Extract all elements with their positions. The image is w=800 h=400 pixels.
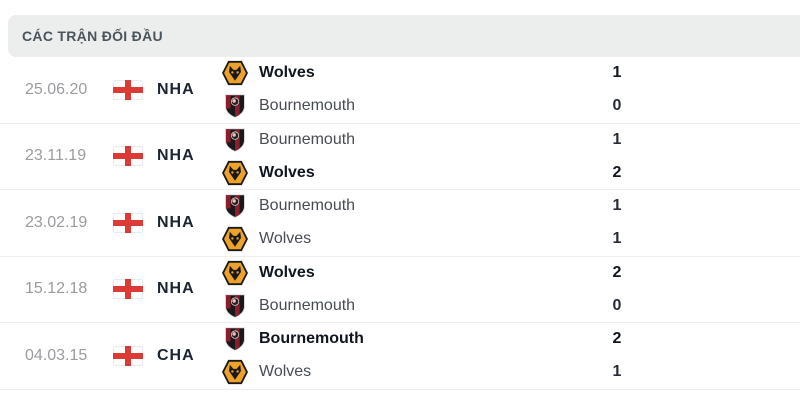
team-row: Wolves <box>222 257 355 290</box>
section-title: CÁC TRẬN ĐỐI ĐẦU <box>22 28 163 44</box>
league-code: NHA <box>157 280 195 298</box>
bournemouth-logo-icon <box>222 193 248 219</box>
league-code: NHA <box>157 147 195 165</box>
match-row[interactable]: 23.11.19 NHA Bournemouth Wolves 1 2 <box>0 124 800 190</box>
team-name: Wolves <box>259 163 315 181</box>
scores-column: 2 0 <box>594 257 640 323</box>
team-name: Wolves <box>259 230 312 248</box>
match-row[interactable]: 25.06.20 NHA Wolves Bournemouth 1 0 <box>0 57 800 124</box>
team-row: Wolves <box>222 356 364 389</box>
teams-column: Wolves Bournemouth <box>222 257 355 323</box>
wolves-logo-icon <box>222 359 248 385</box>
team-name: Wolves <box>259 263 315 281</box>
england-flag-icon <box>113 79 143 100</box>
team-score: 2 <box>612 163 622 181</box>
team-score: 1 <box>612 230 622 248</box>
team-score: 1 <box>612 363 622 381</box>
team-name: Bournemouth <box>259 130 356 148</box>
team-row: Bournemouth <box>222 190 355 223</box>
bournemouth-logo-icon <box>222 127 248 153</box>
match-row[interactable]: 23.02.19 NHA Bournemouth Wolves 1 1 <box>0 190 800 257</box>
scores-column: 1 2 <box>594 124 640 190</box>
team-row: Wolves <box>222 57 355 90</box>
team-score: 2 <box>612 263 622 281</box>
match-date: 23.02.19 <box>25 213 88 231</box>
team-name: Wolves <box>259 363 312 381</box>
wolves-logo-icon <box>222 160 248 186</box>
bournemouth-logo-icon <box>222 93 248 119</box>
league-code: CHA <box>157 346 195 364</box>
matches-list: 25.06.20 NHA Wolves Bournemouth 1 0 23.1 <box>0 57 800 390</box>
team-name: Bournemouth <box>259 330 364 348</box>
match-row[interactable]: 04.03.15 CHA Bournemouth Wolves 2 1 <box>0 323 800 390</box>
team-score: 1 <box>612 197 622 215</box>
section-header: CÁC TRẬN ĐỐI ĐẦU <box>8 15 800 57</box>
match-date: 04.03.15 <box>25 346 88 364</box>
team-row: Wolves <box>222 223 355 256</box>
league-code: NHA <box>157 213 195 231</box>
team-row: Bournemouth <box>222 323 364 356</box>
england-flag-icon <box>113 279 143 300</box>
teams-column: Bournemouth Wolves <box>222 323 364 389</box>
team-score: 1 <box>612 64 622 82</box>
wolves-logo-icon <box>222 60 248 86</box>
teams-column: Bournemouth Wolves <box>222 124 355 190</box>
scores-column: 1 0 <box>594 57 640 123</box>
teams-column: Bournemouth Wolves <box>222 190 355 256</box>
match-date: 23.11.19 <box>25 147 87 165</box>
team-name: Bournemouth <box>259 97 356 115</box>
team-row: Bournemouth <box>222 289 355 322</box>
wolves-logo-icon <box>222 226 248 252</box>
bournemouth-logo-icon <box>222 293 248 319</box>
match-row[interactable]: 15.12.18 NHA Wolves Bournemouth 2 0 <box>0 257 800 323</box>
england-flag-icon <box>113 146 143 167</box>
match-date: 15.12.18 <box>25 280 88 298</box>
bournemouth-logo-icon <box>222 326 248 352</box>
team-row: Bournemouth <box>222 90 355 123</box>
england-flag-icon <box>113 212 143 233</box>
team-name: Wolves <box>259 64 315 82</box>
team-score: 0 <box>612 296 622 314</box>
scores-column: 1 1 <box>594 190 640 256</box>
team-name: Bournemouth <box>259 296 356 314</box>
team-row: Bournemouth <box>222 124 355 157</box>
wolves-logo-icon <box>222 260 248 286</box>
match-date: 25.06.20 <box>25 80 88 98</box>
teams-column: Wolves Bournemouth <box>222 57 355 123</box>
england-flag-icon <box>113 345 143 366</box>
scores-column: 2 1 <box>594 323 640 389</box>
team-score: 0 <box>612 97 622 115</box>
team-name: Bournemouth <box>259 197 356 215</box>
league-code: NHA <box>157 80 195 98</box>
team-score: 1 <box>612 130 622 148</box>
team-row: Wolves <box>222 156 355 189</box>
team-score: 2 <box>612 330 622 348</box>
